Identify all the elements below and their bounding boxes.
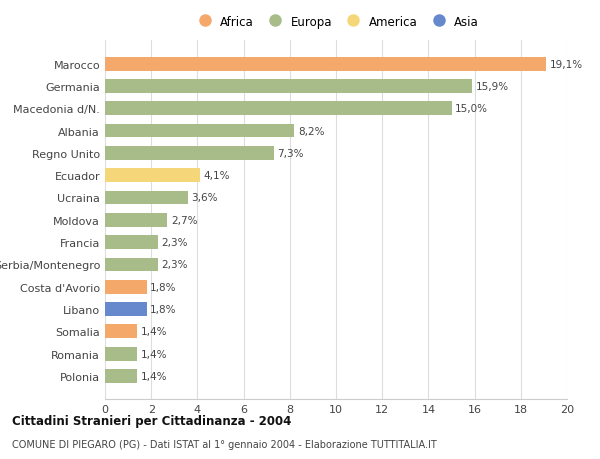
Text: 2,3%: 2,3% <box>161 260 188 270</box>
Bar <box>105 280 146 294</box>
Bar <box>105 235 158 250</box>
Bar <box>105 124 295 138</box>
Bar <box>105 369 137 383</box>
Bar <box>105 102 452 116</box>
Text: 1,8%: 1,8% <box>150 304 176 314</box>
Text: 19,1%: 19,1% <box>550 60 583 69</box>
Text: 15,0%: 15,0% <box>455 104 488 114</box>
Bar <box>105 57 546 72</box>
Bar <box>105 347 137 361</box>
Text: 3,6%: 3,6% <box>191 193 218 203</box>
Bar <box>105 169 200 183</box>
Bar <box>105 325 137 339</box>
Text: 1,4%: 1,4% <box>141 327 167 336</box>
Bar <box>105 258 158 272</box>
Text: 1,8%: 1,8% <box>150 282 176 292</box>
Bar <box>105 191 188 205</box>
Bar <box>105 213 167 227</box>
Text: 2,3%: 2,3% <box>161 238 188 247</box>
Text: 1,4%: 1,4% <box>141 349 167 359</box>
Text: 2,7%: 2,7% <box>171 215 197 225</box>
Bar <box>105 80 472 94</box>
Text: COMUNE DI PIEGARO (PG) - Dati ISTAT al 1° gennaio 2004 - Elaborazione TUTTITALIA: COMUNE DI PIEGARO (PG) - Dati ISTAT al 1… <box>12 440 437 449</box>
Text: 15,9%: 15,9% <box>476 82 509 92</box>
Text: 1,4%: 1,4% <box>141 371 167 381</box>
Bar <box>105 302 146 316</box>
Bar <box>105 146 274 161</box>
Legend: Africa, Europa, America, Asia: Africa, Europa, America, Asia <box>191 13 481 31</box>
Text: Cittadini Stranieri per Cittadinanza - 2004: Cittadini Stranieri per Cittadinanza - 2… <box>12 414 292 428</box>
Text: 7,3%: 7,3% <box>277 149 304 158</box>
Text: 4,1%: 4,1% <box>203 171 230 181</box>
Text: 8,2%: 8,2% <box>298 126 325 136</box>
